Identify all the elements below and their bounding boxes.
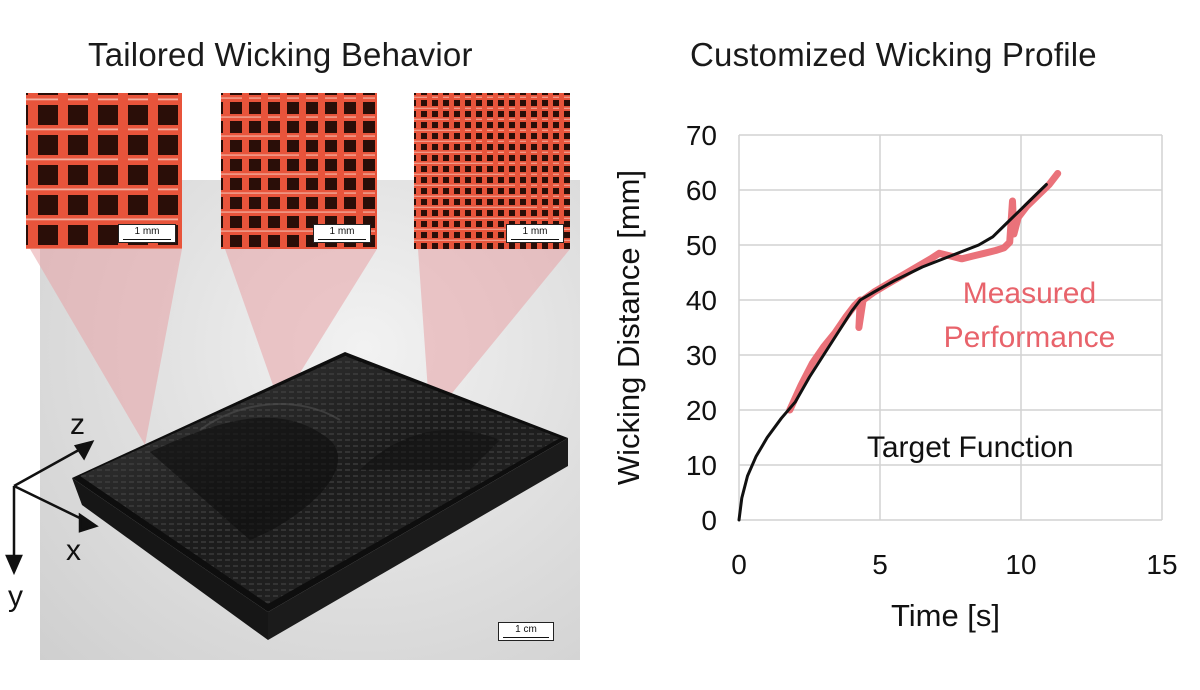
micrograph-fine-lattice: 1 mm xyxy=(414,93,570,249)
chart-annotation: Performance xyxy=(944,321,1116,354)
printed-part-illustration xyxy=(5,249,570,640)
photo-scale-bar: 1 cm xyxy=(498,622,554,641)
printed-wicking-part xyxy=(72,352,568,640)
y-axis-label: y xyxy=(8,580,23,613)
chart-annotation: Target Function xyxy=(867,431,1074,464)
chart-panel: Customized Wicking Profile 0 10 20 30 40 50 60… xyxy=(600,0,1200,690)
micrograph-scale-bar: 1 mm xyxy=(506,224,564,243)
projection-cone-3 xyxy=(418,249,570,420)
chart-annotation: Measured xyxy=(963,277,1096,310)
y-tick-label: 50 xyxy=(686,230,717,261)
coordinate-axes-icon xyxy=(5,440,99,576)
x-tick-label: 0 xyxy=(731,549,747,580)
y-axis-title: Wicking Distance [mm] xyxy=(611,170,646,485)
left-panel-title: Tailored Wicking Behavior xyxy=(88,36,473,73)
x-axis-label: x xyxy=(66,534,81,567)
projection-cone-1 xyxy=(30,249,182,445)
micrograph-scale-bar: 1 mm xyxy=(118,224,176,243)
x-tick-label: 15 xyxy=(1146,549,1177,580)
wicking-profile-chart: 0 10 20 30 40 50 60 70 0 5 10 15 Time [s] Wicking Dis… xyxy=(611,120,1178,633)
y-tick-label: 30 xyxy=(686,340,717,371)
y-tick-label: 40 xyxy=(686,285,717,316)
chart-title: Customized Wicking Profile xyxy=(690,36,1097,73)
projection-cone-2 xyxy=(225,249,377,405)
y-tick-label: 60 xyxy=(686,175,717,206)
micrograph-scale-bar: 1 mm xyxy=(313,224,371,243)
y-tick-label: 70 xyxy=(686,120,717,151)
micrograph-medium-lattice: 1 mm xyxy=(221,93,377,249)
y-tick-label: 0 xyxy=(701,505,717,536)
measured-performance-line xyxy=(786,170,1062,414)
y-tick-label: 10 xyxy=(686,450,717,481)
y-tick-label: 20 xyxy=(686,395,717,426)
z-axis-label: z xyxy=(70,408,85,441)
x-tick-label: 5 xyxy=(872,549,888,580)
x-tick-label: 10 xyxy=(1005,549,1036,580)
target-function-line xyxy=(737,183,1048,522)
photo-panel: Tailored Wicking Behavior xyxy=(0,0,600,690)
micrograph-coarse-lattice: 1 mm xyxy=(26,93,182,249)
x-axis-title: Time [s] xyxy=(891,598,1000,633)
